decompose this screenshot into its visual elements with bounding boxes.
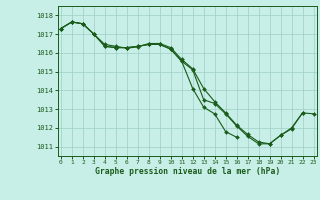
X-axis label: Graphe pression niveau de la mer (hPa): Graphe pression niveau de la mer (hPa) [95, 167, 280, 176]
